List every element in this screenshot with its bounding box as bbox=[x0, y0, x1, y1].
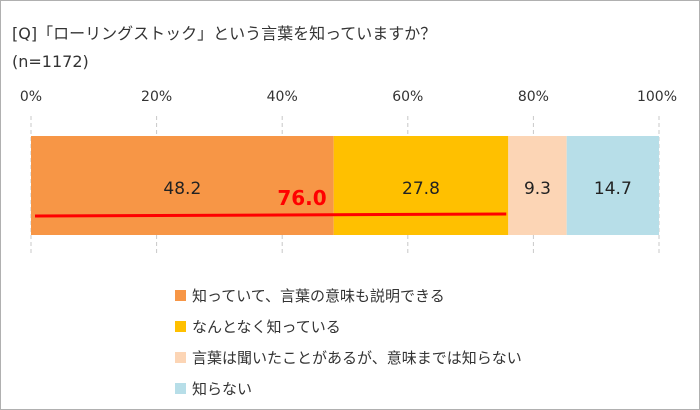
bar-segment bbox=[566, 136, 659, 235]
bar-segment bbox=[333, 136, 509, 235]
data-label: 14.7 bbox=[594, 179, 632, 199]
legend-swatch-icon bbox=[175, 352, 186, 363]
x-tick-label: 20% bbox=[141, 89, 172, 105]
sample-size: (n=1172) bbox=[12, 52, 89, 71]
legend-swatch-icon bbox=[175, 321, 186, 332]
x-tick-label: 60% bbox=[392, 89, 423, 105]
x-tick-label: 80% bbox=[518, 89, 549, 105]
legend-item: なんとなく知っている bbox=[175, 311, 522, 342]
legend-label: なんとなく知っている bbox=[192, 318, 341, 336]
x-tick-label: 40% bbox=[267, 89, 298, 105]
legend-label: 知っていて、言葉の意味も説明できる bbox=[192, 287, 445, 305]
data-label: 9.3 bbox=[524, 179, 551, 199]
bar-segment bbox=[31, 136, 334, 235]
cumulative-line bbox=[34, 212, 507, 218]
chart-title: [Q]「ローリングストック」という言葉を知っていますか？ bbox=[12, 24, 437, 43]
legend-swatch-icon bbox=[175, 290, 186, 301]
x-tick-label: 100% bbox=[637, 89, 677, 105]
legend-label: 言葉は聞いたことがあるが、意味までは知らない bbox=[192, 349, 522, 367]
legend-item: 言葉は聞いたことがあるが、意味までは知らない bbox=[175, 342, 522, 373]
data-label: 48.2 bbox=[163, 179, 201, 199]
legend: 知っていて、言葉の意味も説明できる なんとなく知っている言葉は聞いたことがあるが、… bbox=[175, 280, 522, 404]
bar-segment bbox=[508, 136, 567, 235]
legend-item: 知っていて、言葉の意味も説明できる bbox=[175, 280, 522, 311]
x-tick-label: 0% bbox=[20, 89, 42, 105]
legend-swatch-icon bbox=[175, 383, 186, 394]
legend-item: 知らない bbox=[175, 373, 522, 404]
cumulative-label: 76.0 bbox=[277, 186, 326, 210]
legend-label: 知らない bbox=[192, 380, 253, 398]
data-label: 27.8 bbox=[402, 179, 440, 199]
